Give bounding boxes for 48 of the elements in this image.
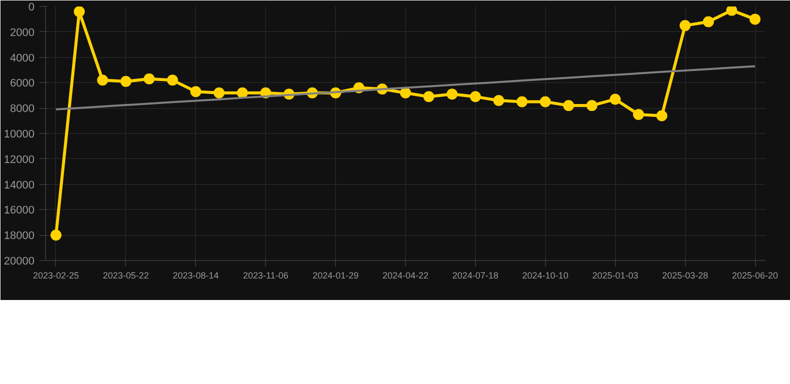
point [726,6,738,16]
point [702,16,714,28]
point [540,96,551,108]
point [750,14,761,25]
point [493,94,504,106]
y-tick-label: 2000 [10,26,35,39]
point [97,74,108,86]
point [610,94,621,105]
point [516,96,528,108]
point [656,110,668,122]
x-tick-label: 2025-03-28 [662,270,708,280]
point [680,20,691,32]
line-series [54,65,756,110]
point [563,100,574,112]
x-tick-label: 2024-10-10 [522,270,568,280]
y-tick-label: 6000 [10,78,35,90]
point [144,73,155,84]
y-tick-label: 18000 [4,230,35,242]
x-tick-label: 2025-06-20 [732,270,778,280]
point [214,87,225,98]
x-tick-label: 2023-11-06 [243,270,288,280]
x-tick-label: 2024-01-29 [312,270,359,280]
y-tick-label: 12000 [4,154,35,166]
x-tick-label: 2023-05-22 [102,270,149,280]
point [50,230,62,241]
y-tick-label: 4000 [10,52,35,64]
point [190,86,202,98]
point [400,87,411,98]
point [120,76,132,87]
y-tick-label: 14000 [4,179,35,192]
y-tick-label: 20000 [4,256,35,268]
point [74,6,85,18]
point [633,108,644,120]
point [423,91,434,102]
y-tick-label: 0 [28,2,35,14]
point [236,87,248,98]
point [586,100,598,112]
point [470,91,481,102]
y-tick-label: 10000 [4,128,35,140]
x-tick-label: 2025-01-03 [592,270,638,280]
y-tick-label: 16000 [4,204,35,217]
x-tick-label: 2024-07-18 [452,270,498,280]
x-tick-label: 2024-04-22 [382,270,429,280]
point [446,88,458,100]
x-tick-label: 2023-08-14 [172,270,219,280]
point [166,74,178,86]
y-tick-label: 8000 [10,103,35,116]
x-tick-label: 2023-02-25 [32,270,80,280]
